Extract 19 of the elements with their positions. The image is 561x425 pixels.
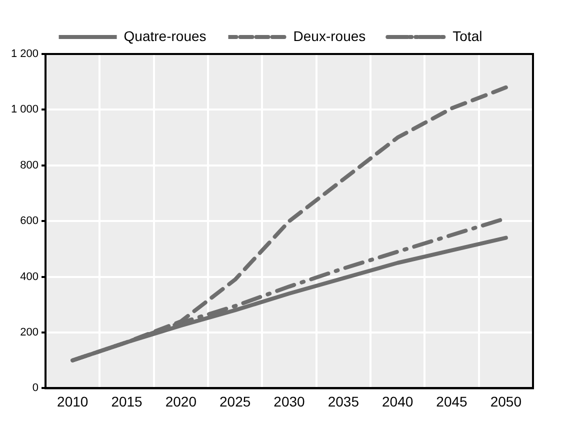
y-tick-label: 400 — [20, 270, 39, 283]
x-tick-label: 2040 — [382, 393, 414, 410]
x-tick-label: 2015 — [111, 393, 143, 410]
y-tick-label: 800 — [20, 159, 39, 172]
legend-label: Deux-roues — [293, 28, 366, 44]
x-tick-label: 2035 — [328, 393, 360, 410]
legend-label: Quatre-roues — [124, 28, 206, 44]
y-tick-label: 1 000 — [10, 104, 39, 116]
x-tick-label: 2010 — [57, 393, 88, 410]
x-tick-label: 2050 — [490, 393, 522, 410]
legend-label: Total — [452, 28, 482, 44]
y-tick-label: 200 — [20, 326, 39, 339]
x-tick-label: 2030 — [274, 393, 306, 410]
y-tick-label: 1 200 — [10, 48, 39, 60]
y-tick-label: 0 — [32, 382, 39, 394]
x-tick-label: 2025 — [220, 393, 251, 410]
x-tick-label: 2020 — [165, 393, 197, 410]
x-tick-label: 2045 — [436, 393, 468, 410]
y-tick-label: 600 — [20, 215, 39, 228]
